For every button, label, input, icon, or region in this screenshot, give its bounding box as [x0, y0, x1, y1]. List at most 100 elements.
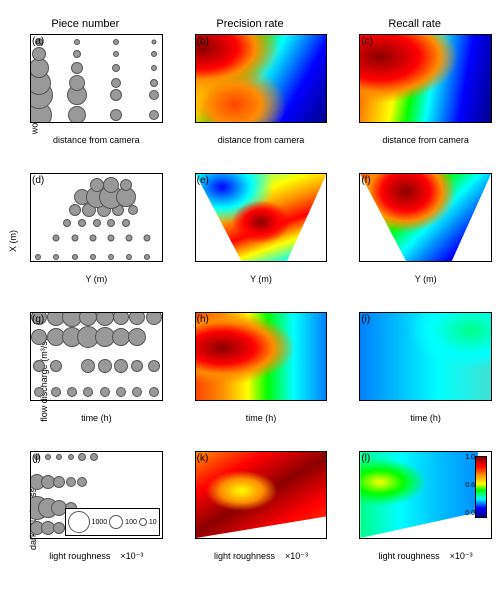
bubble-marker — [132, 387, 142, 397]
bubble-marker — [53, 235, 60, 242]
figure-grid: Piece numberPrecision rateRecall rate (a… — [8, 8, 492, 586]
bubble-marker — [131, 360, 143, 372]
bubble-marker — [113, 39, 119, 45]
bubble-marker — [81, 359, 95, 373]
bubble-marker — [144, 235, 151, 242]
bubble-marker — [110, 89, 122, 101]
bubble-marker — [108, 254, 114, 260]
bubble-marker — [110, 109, 122, 121]
panel-label: (d) — [32, 175, 44, 186]
x-axis-label: time (h) — [359, 413, 492, 423]
bubble-marker — [128, 328, 146, 346]
bubble-marker — [108, 235, 115, 242]
panel-label: (f) — [361, 175, 370, 186]
bubble-marker — [144, 254, 150, 260]
bubble-marker — [63, 219, 71, 227]
x-axis-label: light roughness ×10⁻³ — [195, 551, 328, 562]
bubble-marker — [73, 50, 81, 58]
heatmap-plot: -50-40-30-20-10 -30-20-100 — [195, 173, 328, 262]
panel-label: (i) — [361, 314, 370, 325]
bubble-marker — [126, 254, 132, 260]
column-header: Recall rate — [337, 8, 492, 30]
bubble-marker — [112, 328, 130, 346]
bubble-marker — [149, 90, 159, 100]
x-axis-label: Y (m) — [359, 274, 492, 284]
bubble-marker — [56, 454, 62, 460]
bubble-marker — [98, 359, 112, 373]
bubble-marker — [90, 178, 104, 192]
bubble-marker — [71, 62, 83, 74]
panel-label: (b) — [197, 36, 209, 47]
heatmap-plot: 0.40.30.20.1 0246810 1.0 0.6 0.0 — [359, 451, 492, 539]
x-axis-label: time (h) — [30, 413, 163, 423]
panel-label: (l) — [361, 453, 370, 464]
bubble-marker — [53, 476, 65, 488]
bubble-marker — [66, 477, 76, 487]
bubble-marker — [129, 312, 145, 325]
panel-label: (j) — [32, 453, 41, 464]
bubble-marker — [96, 312, 114, 326]
bubble-marker — [151, 51, 157, 57]
column-header: Piece number — [8, 8, 163, 30]
bubble-marker — [112, 64, 120, 72]
panel-label: (g) — [32, 314, 44, 325]
bubble-marker — [50, 360, 62, 372]
bubble-marker — [51, 387, 61, 397]
x-axis-label: distance from camera — [30, 135, 163, 145]
bubble-marker — [93, 219, 101, 227]
bubble-marker — [122, 219, 130, 227]
bubble-marker — [34, 387, 44, 397]
heatmap-plot: 0.40.30.20.1 0246810 — [195, 451, 328, 539]
bubble-marker — [77, 477, 87, 487]
bubble-marker — [90, 254, 96, 260]
bubble-marker — [148, 360, 160, 372]
x-axis-label: distance from camera — [359, 135, 492, 145]
panel-label: (h) — [197, 314, 209, 325]
bubble-marker — [78, 453, 86, 461]
heatmap-plot: 800700600500400 910111213141516 — [195, 312, 328, 401]
heatmap-plot: 800700600500400 910111213141516 — [359, 312, 492, 401]
bubble-marker — [151, 65, 157, 71]
bubble-plot: 800700600500400 910111213141516 — [30, 312, 163, 401]
bubble-marker — [90, 453, 98, 461]
bubble-marker — [78, 219, 86, 227]
bubble-marker — [111, 78, 121, 88]
x-axis-label: Y (m) — [30, 274, 163, 284]
bubble-marker — [68, 454, 74, 460]
x-axis-label: time (h) — [195, 413, 328, 423]
bubble-marker — [152, 39, 157, 44]
panel-label: (e) — [197, 175, 209, 186]
bubble-marker — [72, 254, 78, 260]
bubble-marker — [69, 75, 85, 91]
y-axis-label: X (m) — [8, 230, 18, 252]
bubble-legend: 100010010 — [65, 508, 160, 536]
column-header: Precision rate — [173, 8, 328, 30]
bubble-plot: 0.40.30.20.1 0246810 100010010 — [30, 451, 163, 539]
bubble-marker — [71, 235, 78, 242]
bubble-marker — [67, 387, 77, 397]
heatmap-plot: -50-40-30-20-10 -30-20-100 — [359, 173, 492, 262]
bubble-marker — [35, 254, 41, 260]
bubble-marker — [114, 359, 128, 373]
bubble-marker — [100, 387, 110, 397]
bubble-marker — [113, 51, 119, 57]
bubble-marker — [53, 254, 59, 260]
bubble-marker — [149, 110, 159, 120]
x-axis-label: light roughness ×10⁻³ — [359, 551, 492, 562]
bubble-marker — [113, 312, 129, 325]
bubble-marker — [149, 387, 159, 397]
bubble-marker — [150, 79, 158, 87]
bubble-marker — [103, 177, 119, 193]
heatmap-plot: 10¹10⁰ 20304050 — [195, 34, 328, 123]
bubble-marker — [31, 329, 47, 345]
bubble-marker — [120, 179, 132, 191]
bubble-marker — [68, 106, 86, 123]
bubble-marker — [128, 205, 138, 215]
bubble-marker — [74, 39, 80, 45]
bubble-marker — [83, 387, 93, 397]
colorbar — [475, 456, 487, 518]
bubble-marker — [79, 312, 97, 326]
bubble-marker — [69, 204, 81, 216]
bubble-marker — [126, 235, 133, 242]
x-axis-label: light roughness ×10⁻³ — [30, 551, 163, 562]
